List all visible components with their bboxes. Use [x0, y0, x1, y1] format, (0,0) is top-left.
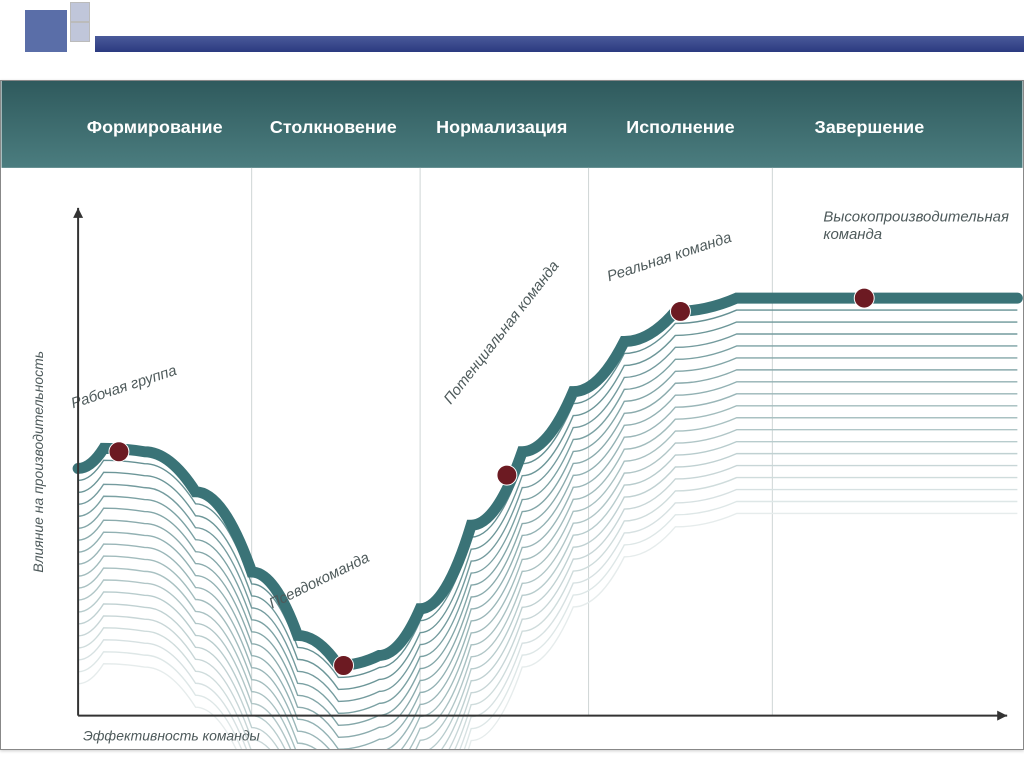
curve-marker [670, 301, 690, 321]
stage-title: Исполнение [626, 117, 734, 137]
team-performance-chart: Формирование Столкновение Нормализация Испо… [0, 80, 1024, 750]
marker-label: Высокопроизводительная [823, 208, 1009, 225]
decor-square-small-1 [70, 2, 90, 22]
x-axis-label: Эффективность команды [83, 728, 260, 744]
curve-marker [497, 465, 517, 485]
y-axis-label: Влияние на производительность [30, 351, 46, 573]
stage-title: Завершение [814, 117, 924, 137]
decor-top-bar [95, 36, 1024, 52]
marker-label: команда [823, 226, 882, 243]
slide-decor [0, 0, 1024, 65]
stage-title: Столкновение [270, 117, 397, 137]
curve-marker [109, 442, 129, 462]
decor-square-small-2 [70, 22, 90, 42]
curve-marker [854, 288, 874, 308]
decor-square-large [25, 10, 67, 52]
stage-title: Формирование [87, 117, 223, 137]
stage-title: Нормализация [436, 117, 567, 137]
curve-marker [334, 656, 354, 676]
